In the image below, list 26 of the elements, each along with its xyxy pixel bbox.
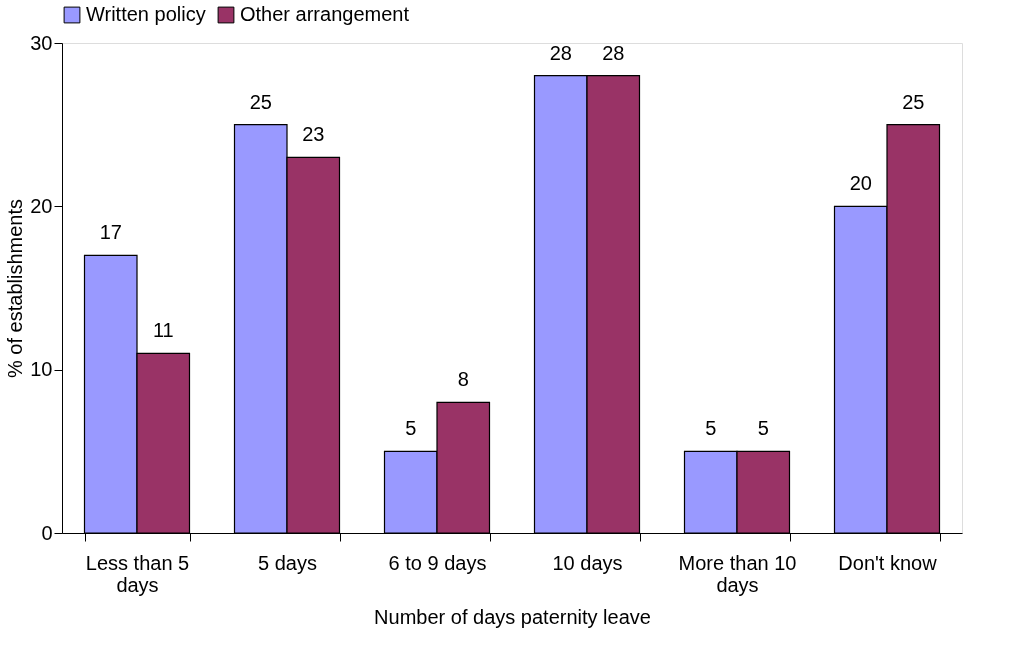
y-tick-label: 10: [30, 358, 53, 381]
y-tick-label: 20: [30, 194, 53, 217]
x-tick-label: Less than 5 days: [85, 551, 190, 596]
x-axis-title: Number of days paternity leave: [374, 605, 651, 628]
data-label: 5: [757, 417, 769, 440]
x-tick-label: 6 to 9 days: [388, 551, 487, 574]
legend-label: Written policy: [86, 3, 206, 25]
data-label: 28: [602, 41, 625, 64]
data-label: 23: [302, 123, 325, 146]
data-label: 17: [99, 221, 122, 244]
x-tick-label: More than 10 days: [678, 551, 797, 596]
y-tick-label: 30: [30, 31, 53, 54]
y-axis-title: % of establishments: [4, 199, 27, 378]
data-label: 5: [705, 417, 717, 440]
data-label: 25: [249, 90, 272, 113]
y-tick-label: 0: [41, 521, 53, 544]
data-label: 11: [152, 319, 174, 342]
legend-label: Other arrangement: [240, 3, 410, 25]
data-label: 25: [902, 90, 925, 113]
x-tick-label: 10 days: [552, 551, 623, 574]
data-label: 28: [549, 41, 572, 64]
x-tick-label: 5 days: [258, 551, 317, 574]
data-label: 20: [849, 172, 872, 195]
data-label: 5: [405, 417, 417, 440]
x-tick-label: Don't know: [838, 551, 938, 574]
data-label: 8: [457, 368, 469, 391]
